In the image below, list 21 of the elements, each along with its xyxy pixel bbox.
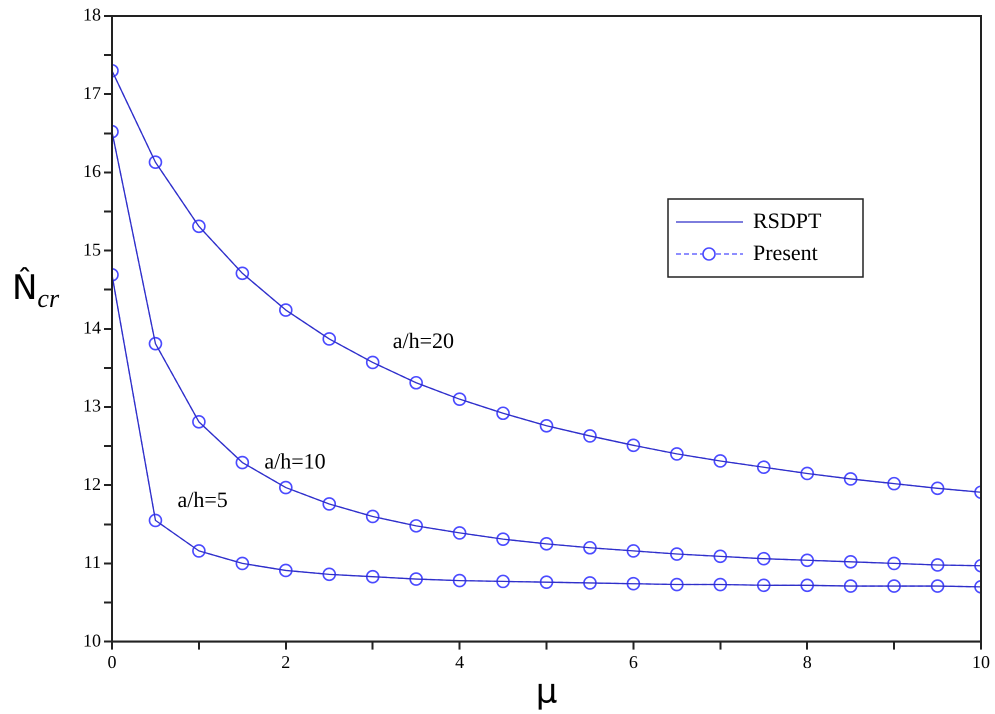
annotation: a/h=5 (177, 487, 228, 512)
y-tick-label: 12 (83, 474, 101, 494)
x-tick-label: 2 (281, 652, 290, 672)
y-tick-label: 14 (83, 318, 101, 338)
y-tick-label: 18 (83, 4, 101, 25)
legend-label: RSDPT (753, 208, 822, 233)
y-tick-label: 10 (83, 630, 101, 650)
y-tick-label: 15 (83, 239, 101, 260)
legend-label: Present (753, 240, 818, 265)
x-tick-label: 10 (972, 652, 990, 672)
y-tick-label: 13 (83, 396, 101, 416)
x-tick-label: 0 (108, 652, 116, 672)
annotation: a/h=20 (392, 328, 454, 354)
x-tick-label: 4 (455, 652, 464, 672)
y-tick-label: 11 (84, 552, 101, 572)
y-tick-label: 16 (83, 161, 101, 182)
annotation: a/h=10 (264, 448, 326, 474)
x-tick-label: 6 (628, 652, 638, 672)
x-tick-label: 8 (802, 652, 812, 672)
y-tick-label: 17 (83, 82, 101, 103)
x-axis-title: μ (536, 671, 558, 712)
